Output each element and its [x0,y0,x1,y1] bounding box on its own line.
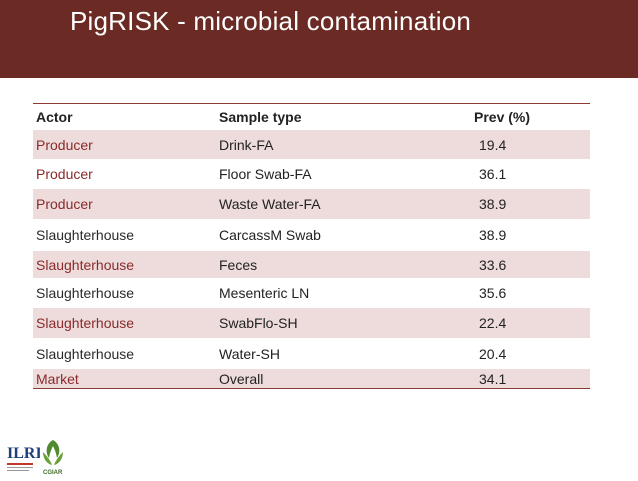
cell-actor: Slaughterhouse [36,345,135,362]
table-row: Producer Floor Swab-FA 36.1 [33,159,590,189]
cell-actor: Slaughterhouse [36,256,135,273]
header-sample-type: Sample type [219,109,302,125]
cell-sample-type: Floor Swab-FA [219,166,312,182]
cell-sample-type: CarcassM Swab [219,227,321,243]
table-row: Slaughterhouse SwabFlo-SH 22.4 [33,308,590,338]
slide-title: PigRISK - microbial contamination [70,6,472,36]
cell-sample-type: SwabFlo-SH [219,315,298,331]
header-actor: Actor [36,109,73,125]
cell-sample-type: Feces [219,256,258,273]
table-row: Producer Drink-FA 19.4 [33,130,590,159]
table-body: Producer Drink-FA 19.4 Producer Floor Swab-F… [33,130,590,388]
cell-sample-type: Mesenteric LN [219,285,310,301]
cell-sample-type: Overall [219,370,264,387]
cell-actor: Producer [36,166,93,182]
cell-actor: Slaughterhouse [36,227,135,243]
cell-actor: Producer [36,136,93,153]
cell-prev: 38.9 [479,196,507,212]
cell-prev: 34.1 [479,370,507,387]
header-prev: Prev (%) [474,109,531,125]
table-row: Slaughterhouse Feces 33.6 [33,251,590,278]
table-row: Slaughterhouse Water-SH 20.4 [33,338,590,369]
svg-text:CGIAR: CGIAR [43,470,63,476]
cell-actor: Slaughterhouse [36,315,135,331]
cell-prev: 38.9 [479,227,507,243]
cell-sample-type: Water-SH [219,345,280,362]
cell-actor: Slaughterhouse [36,285,135,301]
ilri-logo: ILRI [6,440,42,481]
table-row: Market Overall 34.1 [33,369,590,388]
cell-sample-type: Waste Water-FA [219,196,321,212]
cell-prev: 19.4 [479,136,507,153]
table-row: Slaughterhouse CarcassM Swab 38.9 [33,219,590,251]
cell-prev: 22.4 [479,315,507,331]
cell-prev: 33.6 [479,256,507,273]
table-header: Actor Sample type Prev (%) [33,104,590,130]
table-row: Slaughterhouse Mesenteric LN 35.6 [33,278,590,308]
table-row: Producer Waste Water-FA 38.9 [33,189,590,219]
cell-actor: Market [36,370,79,387]
title-bar: PigRISK - microbial contamination [0,0,638,78]
cgiar-logo: CGIAR [40,438,66,481]
cell-actor: Producer [36,196,93,212]
cell-prev: 36.1 [479,166,507,182]
cell-prev: 35.6 [479,285,507,301]
svg-text:ILRI: ILRI [7,445,40,462]
cell-prev: 20.4 [479,345,507,362]
cell-sample-type: Drink-FA [219,136,274,153]
prevalence-table: Actor Sample type Prev (%) Producer Drink… [33,103,590,389]
